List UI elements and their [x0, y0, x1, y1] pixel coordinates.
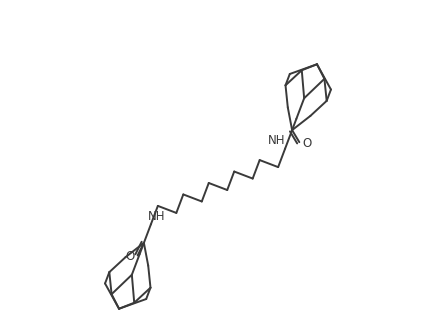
- Text: NH: NH: [268, 134, 285, 147]
- Text: NH: NH: [148, 210, 166, 223]
- Text: O: O: [303, 137, 312, 150]
- Text: O: O: [125, 250, 134, 263]
